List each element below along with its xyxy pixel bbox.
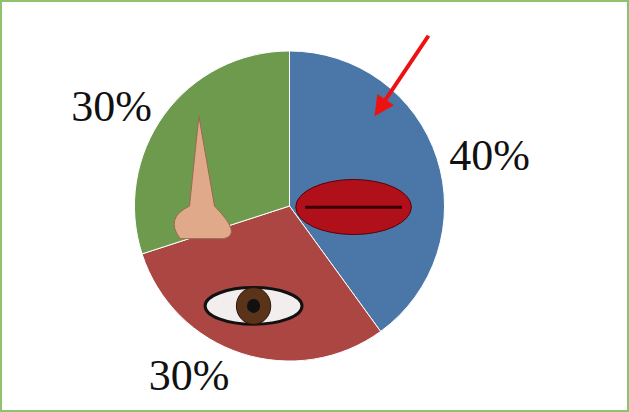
svg-text:30%: 30% xyxy=(149,351,230,400)
svg-text:40%: 40% xyxy=(449,131,530,180)
svg-text:30%: 30% xyxy=(71,82,152,131)
